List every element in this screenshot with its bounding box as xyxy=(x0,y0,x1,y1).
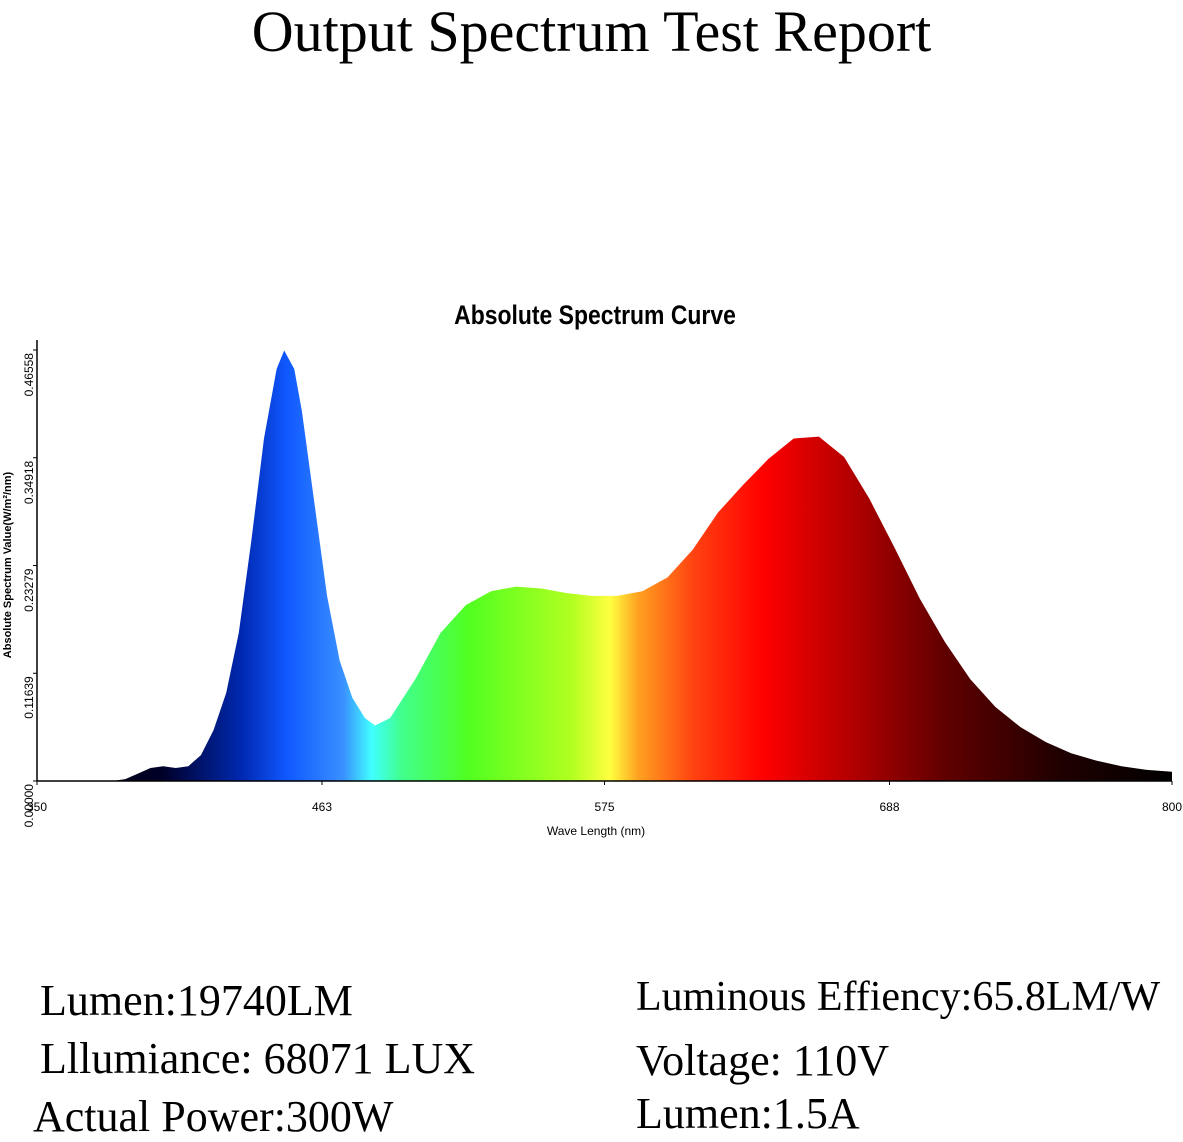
page-title: Output Spectrum Test Report xyxy=(251,0,932,64)
x-tick-label: 575 xyxy=(594,800,614,814)
chart: Absolute Spectrum Curve Absolute Spectru… xyxy=(2,300,1182,838)
spec: Lumen:1.5A xyxy=(636,1089,860,1138)
chart-title: Absolute Spectrum Curve xyxy=(454,300,736,330)
y-tick-label: 0.46558 xyxy=(22,353,36,397)
x-tick-label: 350 xyxy=(27,800,47,814)
spectrum-area xyxy=(37,350,1172,781)
spec: Actual Power:300W xyxy=(33,1092,394,1141)
x-tick-label: 463 xyxy=(312,800,332,814)
x-axis-label: Wave Length (nm) xyxy=(547,824,645,838)
spec: Lumen:19740LM xyxy=(40,976,353,1025)
spec: Voltage: 110V xyxy=(636,1036,889,1085)
y-tick-label: 0.34918 xyxy=(22,460,36,504)
x-tick-label: 800 xyxy=(1162,800,1182,814)
y-axis-label: Absolute Spectrum Value(W/m²/nm) xyxy=(2,471,14,658)
spec: Lllumiance: 68071 LUX xyxy=(40,1034,476,1083)
spec: Luminous Effiency:65.8LM/W xyxy=(636,974,1161,1020)
y-tick-label: 0.23279 xyxy=(22,568,36,612)
x-tick-label: 688 xyxy=(879,800,899,814)
y-tick-label: 0.11639 xyxy=(22,676,36,719)
y-tick-label: 0.00000 xyxy=(22,784,36,828)
